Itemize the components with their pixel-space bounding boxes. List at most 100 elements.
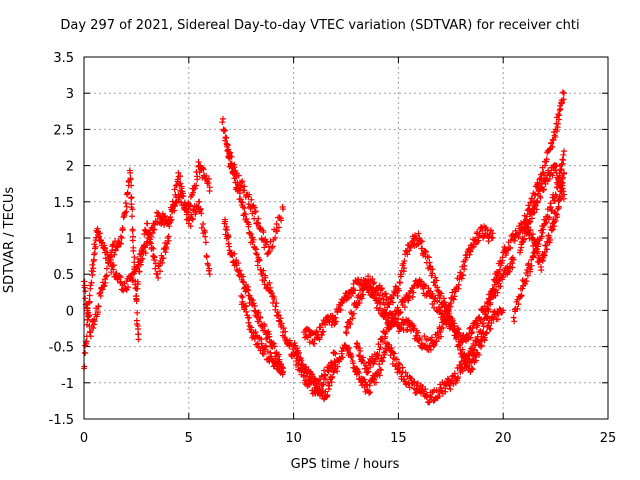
data-point (354, 341, 361, 348)
data-point (131, 254, 138, 261)
data-point (236, 267, 243, 274)
data-point (467, 248, 474, 255)
data-point (278, 320, 285, 327)
data-point (547, 236, 554, 243)
y-tick-label: 0.5 (53, 268, 74, 283)
data-point (227, 149, 234, 156)
data-point (157, 268, 164, 275)
data-point (552, 166, 559, 173)
data-point (231, 250, 238, 257)
data-point (200, 166, 207, 173)
data-point (193, 209, 200, 216)
data-point (375, 352, 382, 359)
data-point (135, 336, 142, 343)
data-point (317, 324, 324, 331)
data-point (313, 328, 320, 335)
data-point (389, 349, 396, 356)
data-point (540, 169, 547, 176)
data-point (559, 174, 566, 181)
data-point (344, 324, 351, 331)
data-point (404, 326, 411, 333)
data-point (122, 199, 129, 206)
data-point (397, 279, 404, 286)
data-point (303, 333, 310, 340)
data-point (271, 343, 278, 350)
data-point (391, 350, 398, 357)
data-point (480, 323, 487, 330)
data-point (448, 322, 455, 329)
data-point (82, 349, 89, 356)
data-point (262, 241, 269, 248)
data-point (428, 334, 435, 341)
data-point (514, 305, 521, 312)
data-point (549, 172, 556, 179)
data-point (251, 209, 258, 216)
data-point (202, 239, 209, 246)
data-point (367, 364, 374, 371)
data-point (347, 321, 354, 328)
data-point (559, 179, 566, 186)
data-point (191, 185, 198, 192)
data-point (112, 247, 119, 254)
data-point (249, 297, 256, 304)
data-point (479, 227, 486, 234)
data-point (542, 242, 549, 249)
data-point (162, 212, 169, 219)
data-point (165, 233, 172, 240)
data-point (527, 227, 534, 234)
data-point (312, 377, 319, 384)
data-point (541, 252, 548, 259)
data-point (371, 293, 378, 300)
data-point (380, 339, 387, 346)
data-point (255, 309, 262, 316)
data-point (219, 115, 226, 122)
data-point (129, 226, 136, 233)
data-point (348, 354, 355, 361)
data-point (477, 316, 484, 323)
data-point (148, 240, 155, 247)
data-point (256, 257, 263, 264)
data-point (484, 313, 491, 320)
data-point (434, 297, 441, 304)
data-point (279, 364, 286, 371)
data-point (417, 239, 424, 246)
data-points (81, 89, 567, 406)
data-point (487, 325, 494, 332)
data-point (127, 169, 134, 176)
data-point (236, 190, 243, 197)
x-tick-label: 10 (285, 431, 302, 446)
data-point (170, 201, 177, 208)
data-point (271, 296, 278, 303)
data-point (141, 242, 148, 249)
data-point (555, 111, 562, 118)
data-point (373, 379, 380, 386)
data-point (334, 363, 341, 370)
data-point (275, 312, 282, 319)
data-point (558, 188, 565, 195)
data-point (455, 326, 462, 333)
data-point (471, 346, 478, 353)
data-point (95, 303, 102, 310)
data-point (418, 238, 425, 245)
data-point (543, 156, 550, 163)
data-point (205, 179, 212, 186)
data-point (269, 292, 276, 299)
y-tick-label: 2.5 (53, 123, 74, 138)
data-point (559, 89, 566, 96)
data-point (243, 308, 250, 315)
data-point (206, 265, 213, 272)
data-point (161, 213, 168, 220)
y-tick-label: -0.5 (49, 341, 74, 356)
data-point (520, 236, 527, 243)
data-point (433, 338, 440, 345)
data-point (496, 266, 503, 273)
data-point (437, 307, 444, 314)
y-tick-label: 3 (66, 87, 74, 102)
data-point (494, 289, 501, 296)
data-point (140, 248, 147, 255)
data-point (172, 191, 179, 198)
data-point (286, 337, 293, 344)
data-point (396, 361, 403, 368)
data-point (272, 303, 279, 310)
data-point (121, 209, 128, 216)
